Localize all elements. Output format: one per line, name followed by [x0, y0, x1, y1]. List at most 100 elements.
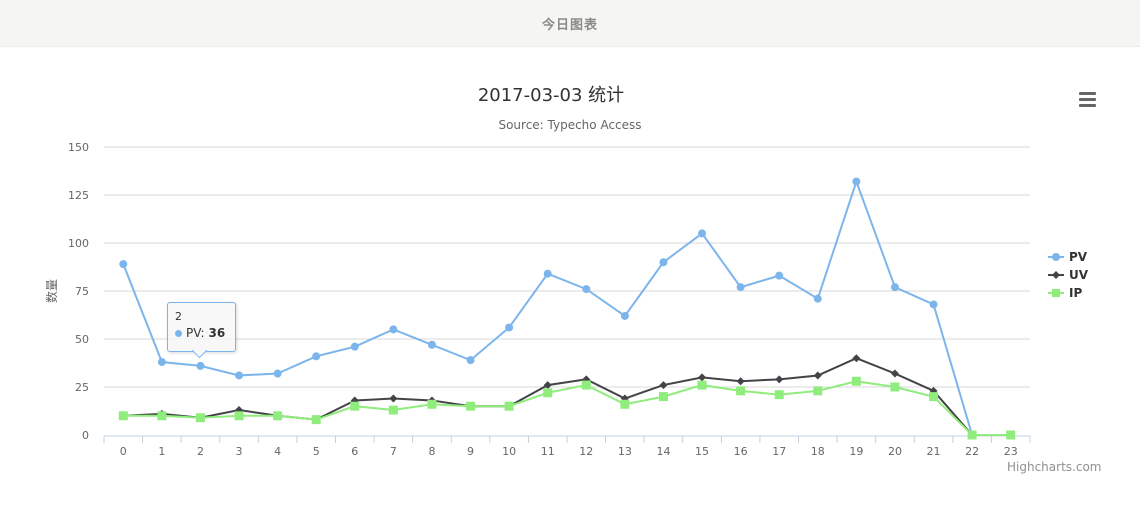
- series-group: [118, 177, 1016, 440]
- data-point-marker[interactable]: [235, 371, 244, 380]
- data-point-marker[interactable]: [157, 411, 167, 421]
- data-point-marker[interactable]: [157, 358, 166, 367]
- data-point-marker[interactable]: [929, 300, 938, 309]
- data-point-marker[interactable]: [350, 401, 360, 411]
- data-point-marker[interactable]: [775, 375, 784, 384]
- data-point-marker[interactable]: [543, 381, 552, 390]
- x-tick-label: 6: [351, 445, 358, 458]
- data-point-marker[interactable]: [389, 394, 398, 403]
- chart-context-menu-button[interactable]: [1074, 88, 1100, 110]
- x-tick-label: 18: [811, 445, 825, 458]
- data-point-marker[interactable]: [389, 325, 398, 334]
- legend-item-pv[interactable]: PV: [1048, 248, 1088, 266]
- data-point-marker[interactable]: [851, 376, 861, 386]
- legend-item-ip[interactable]: IP: [1048, 284, 1088, 302]
- chart-title: 2017-03-03 统计: [478, 85, 624, 106]
- data-point-marker[interactable]: [620, 311, 629, 320]
- data-point-marker[interactable]: [659, 381, 668, 390]
- legend-label: UV: [1069, 268, 1089, 282]
- chart-legend: PV UV IP: [1048, 248, 1088, 302]
- data-point-marker[interactable]: [698, 229, 707, 238]
- data-point-marker[interactable]: [813, 371, 822, 380]
- x-tick-label: 10: [502, 445, 516, 458]
- data-point-marker[interactable]: [929, 392, 939, 402]
- y-axis-title: 数量: [44, 279, 59, 303]
- x-tick-label: 5: [313, 445, 320, 458]
- data-point-marker[interactable]: [620, 399, 630, 409]
- data-point-marker[interactable]: [967, 430, 977, 440]
- data-point-marker[interactable]: [195, 413, 205, 423]
- data-point-marker[interactable]: [273, 369, 282, 378]
- legend-item-uv[interactable]: UV: [1048, 266, 1088, 284]
- y-tick-label: 0: [82, 429, 89, 442]
- data-point-marker[interactable]: [543, 269, 552, 278]
- series-pv: [119, 177, 977, 439]
- grid-lines: [104, 146, 1030, 388]
- data-point-marker[interactable]: [311, 415, 321, 425]
- chart-subtitle: Source: Typecho Access: [498, 118, 641, 132]
- data-point-marker[interactable]: [427, 399, 437, 409]
- data-point-marker[interactable]: [852, 354, 861, 363]
- data-point-marker[interactable]: [659, 258, 668, 267]
- x-tick-label: 11: [541, 445, 555, 458]
- data-point-marker[interactable]: [658, 392, 668, 402]
- data-point-marker[interactable]: [119, 260, 128, 269]
- data-point-marker[interactable]: [890, 283, 899, 292]
- x-tick-label: 22: [965, 445, 979, 458]
- data-point-marker[interactable]: [466, 356, 475, 365]
- x-tick-label: 0: [120, 445, 127, 458]
- y-tick-label: 75: [75, 285, 89, 298]
- x-tick-label: 20: [888, 445, 902, 458]
- x-axis: 0 1 2 3 4 5 6 7 8 9 10 11 12 13 14 15 16 17 18 19 20 21 22 23: [103, 435, 1031, 458]
- data-point-marker[interactable]: [697, 380, 707, 390]
- data-point-marker[interactable]: [736, 386, 746, 396]
- hamburger-menu-icon: [1078, 103, 1096, 107]
- series-ip: [118, 376, 1016, 440]
- circle-marker-icon: [1048, 253, 1064, 261]
- data-point-marker[interactable]: [852, 177, 861, 186]
- data-point-marker[interactable]: [196, 361, 205, 370]
- legend-label: IP: [1069, 286, 1083, 300]
- x-tick-label: 12: [579, 445, 593, 458]
- x-tick-label: 1: [158, 445, 165, 458]
- y-tick-label: 125: [68, 189, 89, 202]
- data-point-marker[interactable]: [1006, 430, 1016, 440]
- y-tick-label: 50: [75, 333, 89, 346]
- data-point-marker[interactable]: [582, 285, 591, 294]
- legend-label: PV: [1069, 250, 1088, 264]
- x-tick-label: 15: [695, 445, 709, 458]
- diamond-marker-icon: [1048, 271, 1064, 279]
- data-point-marker[interactable]: [505, 323, 514, 332]
- line-chart: 2017-03-03 统计 Source: Typecho Access 数量 …: [44, 85, 1031, 458]
- y-tick-label: 100: [68, 237, 89, 250]
- x-tick-label: 21: [927, 445, 941, 458]
- hamburger-menu-icon: [1078, 97, 1096, 101]
- data-point-marker[interactable]: [581, 380, 591, 390]
- data-point-marker[interactable]: [388, 405, 398, 415]
- data-point-marker[interactable]: [427, 340, 436, 349]
- data-point-marker[interactable]: [813, 386, 823, 396]
- data-point-marker[interactable]: [466, 401, 476, 411]
- data-point-marker[interactable]: [504, 401, 514, 411]
- data-point-marker[interactable]: [775, 271, 784, 280]
- x-tick-label: 9: [467, 445, 474, 458]
- data-point-marker[interactable]: [698, 373, 707, 382]
- data-point-marker[interactable]: [890, 369, 899, 378]
- x-tick-label: 3: [236, 445, 243, 458]
- data-point-marker[interactable]: [350, 342, 359, 351]
- x-tick-label: 8: [428, 445, 435, 458]
- data-point-marker[interactable]: [774, 390, 784, 400]
- data-point-marker[interactable]: [736, 283, 745, 292]
- x-tick-label: 13: [618, 445, 632, 458]
- data-point-marker[interactable]: [543, 388, 553, 398]
- data-point-marker[interactable]: [118, 411, 128, 421]
- tooltip-x-value: 2: [175, 310, 182, 323]
- data-point-marker[interactable]: [312, 352, 321, 361]
- data-point-marker[interactable]: [234, 411, 244, 421]
- data-point-marker[interactable]: [273, 411, 283, 421]
- data-point-marker[interactable]: [813, 294, 822, 303]
- x-tick-label: 16: [734, 445, 748, 458]
- data-point-marker[interactable]: [890, 382, 900, 392]
- data-point-marker[interactable]: [736, 377, 745, 386]
- highcharts-credits-link[interactable]: Highcharts.com: [1007, 460, 1102, 474]
